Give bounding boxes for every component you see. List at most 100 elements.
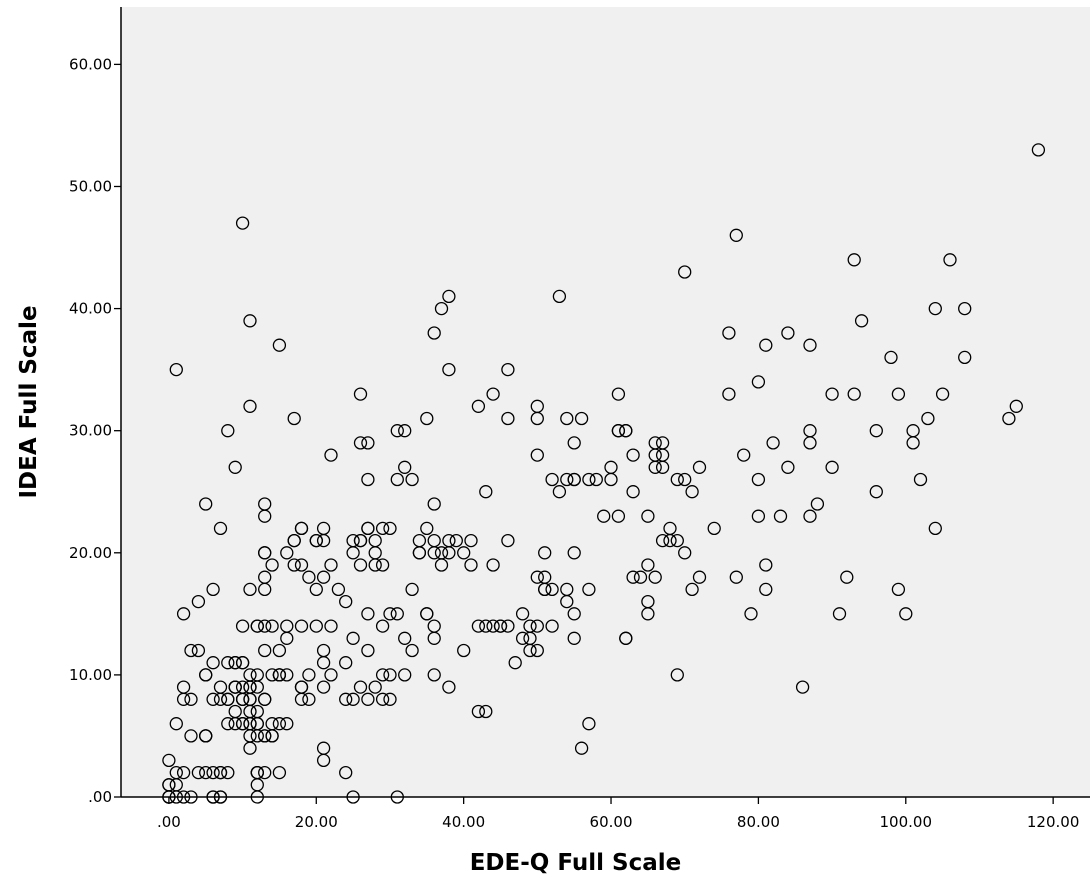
data-point [361, 521, 375, 536]
data-point [221, 692, 235, 706]
data-point [958, 301, 972, 316]
data-point [545, 582, 559, 597]
data-point [258, 729, 272, 743]
data-point [722, 326, 736, 340]
data-point [199, 668, 213, 682]
data-point [316, 533, 331, 548]
data-point [353, 436, 368, 450]
data-point [213, 521, 228, 536]
data-point [235, 656, 250, 670]
data-point [678, 472, 692, 487]
data-point [199, 729, 213, 743]
data-point [405, 582, 419, 597]
data-point [457, 546, 471, 560]
data-point [449, 533, 463, 548]
data-point [604, 472, 618, 487]
data-point [280, 631, 294, 645]
data-point [390, 472, 404, 487]
data-point [258, 619, 272, 633]
data-point [250, 680, 264, 694]
data-point [891, 582, 906, 597]
data-point [913, 472, 928, 487]
data-point [258, 643, 272, 658]
data-point [869, 485, 883, 499]
x-axis-title: EDE-Q Full Scale [470, 850, 682, 876]
data-point [427, 533, 441, 548]
data-point [611, 424, 626, 438]
data-point [353, 680, 368, 694]
y-tick-label: 20.00 [69, 544, 112, 562]
data-point [191, 643, 206, 658]
data-point [339, 765, 353, 780]
data-point [655, 436, 670, 450]
data-point [405, 643, 419, 658]
data-point [508, 656, 522, 670]
data-point [773, 509, 788, 523]
data-point [221, 656, 235, 670]
data-point [258, 765, 272, 780]
data-point [434, 301, 449, 316]
data-point [176, 765, 191, 780]
data-point [574, 411, 589, 426]
data-point [398, 631, 412, 645]
data-point [751, 375, 766, 389]
data-point [530, 570, 544, 584]
data-point [751, 509, 766, 523]
data-point [523, 643, 537, 658]
data-point [375, 521, 390, 536]
data-point [803, 436, 817, 450]
data-point [847, 253, 861, 267]
data-point [324, 558, 338, 572]
data-point [243, 692, 257, 706]
data-point [678, 546, 692, 560]
data-point [906, 424, 920, 438]
data-point [899, 607, 913, 621]
data-point [302, 692, 316, 706]
data-point [339, 594, 353, 609]
data-point [545, 472, 559, 487]
data-point [206, 656, 220, 670]
data-point [213, 680, 228, 694]
data-point [191, 765, 206, 780]
data-point [884, 350, 898, 365]
data-point [309, 582, 323, 597]
y-tick-label: 60.00 [69, 55, 112, 73]
data-point [891, 387, 906, 401]
data-point [729, 570, 743, 584]
y-tick-label: 50.00 [69, 177, 112, 195]
data-point [221, 424, 235, 438]
y-tick-label: 40.00 [69, 300, 112, 318]
data-point [162, 753, 176, 768]
data-point [405, 472, 419, 487]
x-tick-label: 60.00 [590, 813, 633, 831]
data-point [272, 643, 287, 658]
data-point [235, 717, 250, 731]
data-point [199, 497, 213, 511]
data-point [280, 668, 294, 682]
data-point [272, 338, 287, 352]
data-point [685, 582, 699, 597]
data-point [847, 387, 861, 401]
data-point [692, 460, 707, 474]
data-point [324, 619, 338, 633]
data-point [442, 289, 456, 304]
y-tick-label: 30.00 [69, 422, 112, 440]
data-point [582, 717, 596, 731]
data-point [471, 704, 486, 719]
data-point [678, 265, 692, 279]
data-point [427, 326, 441, 340]
data-point [228, 656, 242, 670]
data-point [383, 692, 397, 706]
data-point [309, 619, 323, 633]
data-point [560, 411, 574, 426]
data-point [294, 521, 309, 536]
data-point [221, 765, 235, 780]
data-point [567, 546, 581, 560]
data-point [368, 680, 382, 694]
data-point [265, 558, 279, 572]
data-point [803, 509, 817, 523]
data-point [928, 521, 942, 536]
data-point [530, 643, 544, 658]
data-point [943, 253, 957, 267]
y-tick-label: 10.00 [69, 666, 112, 684]
